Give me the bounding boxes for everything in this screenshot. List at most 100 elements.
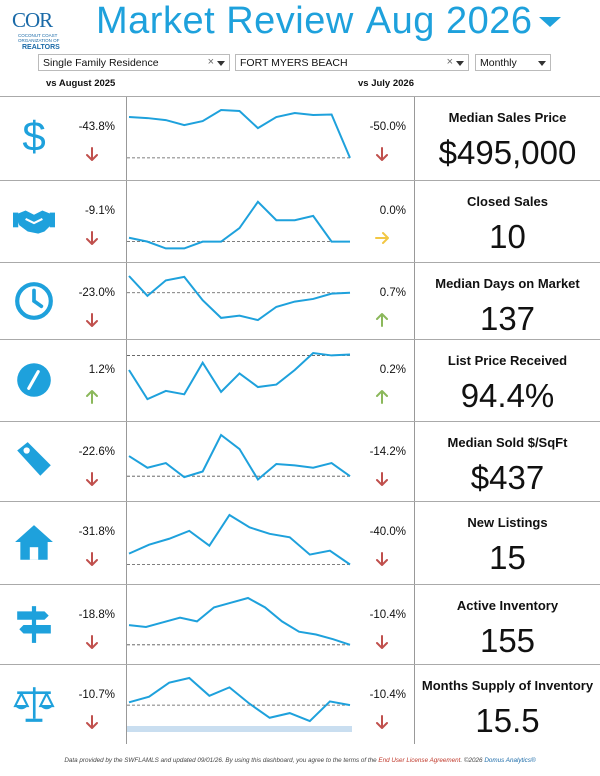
trend-line xyxy=(128,351,351,401)
metric-row: -18.8% -10.4% Active Inventory 155 xyxy=(0,584,600,664)
metric-name: Median Days on Market xyxy=(435,276,580,291)
metric-row: 1.2% 0.2% List Price Received 94.4% xyxy=(0,339,600,421)
mom-down-arrow-icon xyxy=(374,471,390,487)
clear-area-icon[interactable]: × xyxy=(446,56,453,68)
chevron-down-icon[interactable] xyxy=(538,61,546,66)
mom-change: 0.7% xyxy=(379,287,406,299)
metric-row: -31.8% -40.0% New Listings 15 xyxy=(0,501,600,584)
title-period: Aug 2026 xyxy=(365,0,533,42)
trend-sparkline xyxy=(127,433,352,481)
signpost-icon xyxy=(6,602,62,646)
yoy-change: -22.6% xyxy=(78,446,115,458)
domus-link[interactable]: Domus Analytics® xyxy=(484,757,536,764)
row-divider xyxy=(0,180,600,181)
logo-subtitle: COCONUT COAST ORGANIZATION OF xyxy=(18,33,60,43)
trend-line xyxy=(128,596,351,646)
logo-realtors: REALTORS xyxy=(22,44,60,51)
footer-text: Data provided by the SWFLAMLS and update… xyxy=(64,757,379,764)
yoy-change: -9.1% xyxy=(84,205,115,217)
metric-name: Months Supply of Inventory xyxy=(421,678,594,693)
house-icon xyxy=(6,521,62,565)
yoy-change: 1.2% xyxy=(88,364,115,376)
row-divider xyxy=(0,421,600,422)
trend-sparkline xyxy=(127,200,352,250)
mom-change: -14.2% xyxy=(369,446,406,458)
mom-up-arrow-icon xyxy=(374,389,390,405)
metric-value: 15 xyxy=(489,539,526,576)
metric-row: -22.6% -14.2% Median Sold $/SqFt $437 xyxy=(0,421,600,501)
metric-row: -10.7% -10.4% Months Supply of Inventory 15… xyxy=(0,664,600,744)
yoy-down-arrow-icon xyxy=(84,471,100,487)
gauge-icon xyxy=(6,358,62,402)
chevron-down-icon[interactable] xyxy=(217,61,225,66)
trend-line xyxy=(128,513,351,566)
trend-sparkline xyxy=(127,513,352,566)
property-type-value: Single Family Residence xyxy=(43,57,159,69)
row-divider xyxy=(0,339,600,340)
mom-flat-arrow-icon xyxy=(374,230,390,246)
mom-down-arrow-icon xyxy=(374,714,390,730)
metric-name: Active Inventory xyxy=(456,598,559,613)
cor-logo: COR COCONUT COAST ORGANIZATION OF REALTO… xyxy=(6,6,60,51)
yoy-change: -18.8% xyxy=(78,609,115,621)
mom-change: -10.4% xyxy=(369,609,406,621)
mom-down-arrow-icon xyxy=(374,634,390,650)
trend-line xyxy=(128,676,351,723)
yoy-change: -43.8% xyxy=(78,121,115,133)
yoy-change: -31.8% xyxy=(78,526,115,538)
interval-select[interactable]: Monthly xyxy=(475,54,551,71)
mom-change: 0.0% xyxy=(379,205,406,217)
row-divider xyxy=(0,262,600,263)
metric-name: New Listings xyxy=(467,515,548,530)
property-type-select[interactable]: Single Family Residence × xyxy=(38,54,230,71)
row-divider xyxy=(0,664,600,665)
svg-text:$: $ xyxy=(22,117,45,159)
title-report-name: Market Review xyxy=(96,0,354,42)
metric-name: Closed Sales xyxy=(467,194,548,209)
row-divider xyxy=(0,584,600,585)
chevron-down-icon[interactable] xyxy=(456,61,464,66)
footer-tail: . ©2026 xyxy=(460,757,485,764)
yoy-down-arrow-icon xyxy=(84,634,100,650)
logo-brand: COR xyxy=(12,8,53,32)
yoy-down-arrow-icon xyxy=(84,146,100,162)
row-divider xyxy=(0,96,600,97)
yoy-column-header: vs August 2025 xyxy=(46,78,116,89)
mom-change: 0.2% xyxy=(379,364,406,376)
metric-value: 15.5 xyxy=(475,702,540,739)
row-divider xyxy=(0,501,600,502)
scales-icon xyxy=(6,682,62,726)
yoy-up-arrow-icon xyxy=(84,389,100,405)
mom-down-arrow-icon xyxy=(374,551,390,567)
yoy-down-arrow-icon xyxy=(84,551,100,567)
trend-sparkline xyxy=(127,676,352,732)
area-select[interactable]: FORT MYERS BEACH × xyxy=(235,54,469,71)
trend-line xyxy=(128,200,350,250)
metric-name: Median Sales Price xyxy=(448,110,567,125)
trend-sparkline xyxy=(127,108,352,159)
metric-value: $437 xyxy=(470,459,545,496)
clear-property-type-icon[interactable]: × xyxy=(207,56,214,68)
yoy-change: -23.0% xyxy=(78,287,115,299)
footer-disclaimer: Data provided by the SWFLAMLS and update… xyxy=(0,757,600,764)
trend-line xyxy=(128,108,351,159)
trend-line xyxy=(128,433,351,481)
mom-up-arrow-icon xyxy=(374,312,390,328)
eula-link[interactable]: End User License Agreement xyxy=(378,757,461,764)
metric-value: 94.4% xyxy=(460,377,555,414)
mom-change: -50.0% xyxy=(369,121,406,133)
mom-change: -40.0% xyxy=(369,526,406,538)
column-divider xyxy=(126,96,127,744)
trend-line xyxy=(128,275,351,322)
metric-row: -23.0% 0.7% Median Days on Market 137 xyxy=(0,262,600,339)
metric-value: $495,000 xyxy=(438,134,577,171)
trend-sparkline xyxy=(127,275,352,322)
mom-down-arrow-icon xyxy=(374,146,390,162)
interval-value: Monthly xyxy=(480,57,517,69)
handshake-icon xyxy=(6,199,62,243)
metric-value: 10 xyxy=(489,218,526,255)
metric-name: List Price Received xyxy=(447,353,568,368)
yoy-down-arrow-icon xyxy=(84,714,100,730)
period-dropdown-icon[interactable] xyxy=(539,17,561,27)
yoy-down-arrow-icon xyxy=(84,230,100,246)
